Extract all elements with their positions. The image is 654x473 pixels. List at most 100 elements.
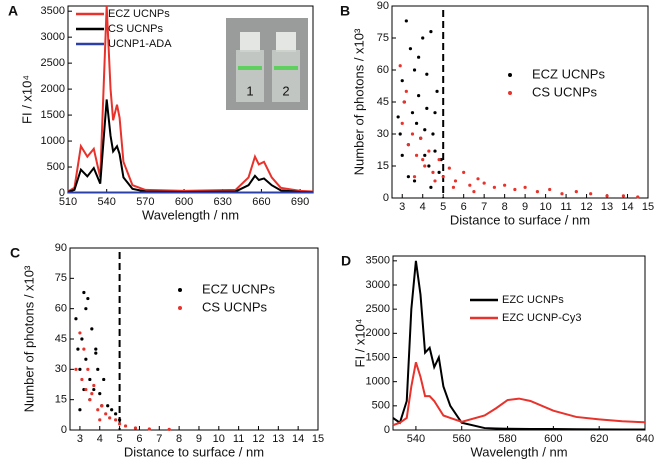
point xyxy=(476,177,480,181)
panel-label: B xyxy=(340,3,350,19)
point xyxy=(90,392,94,396)
point xyxy=(589,192,593,196)
point xyxy=(462,170,466,174)
point xyxy=(408,47,413,51)
point xyxy=(94,351,98,355)
point xyxy=(404,89,408,93)
point xyxy=(417,94,421,98)
y-tick-label: 3500 xyxy=(366,255,390,267)
point xyxy=(400,79,404,83)
plot-frame xyxy=(392,255,646,431)
point xyxy=(78,408,82,412)
x-tick-label: 540 xyxy=(98,196,116,208)
point xyxy=(167,427,171,431)
plot-frame xyxy=(391,5,649,199)
point xyxy=(88,398,92,402)
point xyxy=(110,408,114,412)
y-tick-label: 2000 xyxy=(366,327,390,339)
x-tick-label: 9 xyxy=(196,433,202,445)
legend-swatch xyxy=(508,73,512,77)
point xyxy=(560,192,564,196)
point xyxy=(621,194,626,198)
y-axis-label: Number of photons / x10³ xyxy=(351,28,366,175)
point xyxy=(429,185,433,189)
point xyxy=(84,307,88,311)
point xyxy=(410,132,415,136)
point xyxy=(423,164,427,168)
panel-label: A xyxy=(8,3,18,19)
y-axis-label: FI / x10⁴ xyxy=(352,319,367,368)
legend-label: EZC UCNPs xyxy=(502,294,564,306)
point xyxy=(406,143,410,147)
point xyxy=(74,367,78,371)
legend-label: ECZ UCNPs xyxy=(202,281,275,296)
point xyxy=(437,170,441,174)
x-tick-label: 630 xyxy=(214,196,232,208)
x-tick-label: 5 xyxy=(117,433,123,445)
point xyxy=(423,153,427,157)
point xyxy=(427,164,431,168)
point xyxy=(574,190,578,194)
y-tick-label: 500 xyxy=(372,400,390,412)
point xyxy=(548,187,552,192)
point xyxy=(410,111,415,115)
point xyxy=(86,367,90,371)
point xyxy=(400,153,404,157)
y-tick-label: 0 xyxy=(384,424,390,436)
y-tick-label: 60 xyxy=(55,303,67,315)
legend-swatch xyxy=(178,306,182,310)
point xyxy=(513,187,517,192)
x-tick-label: 9 xyxy=(522,201,528,213)
point xyxy=(451,185,456,189)
x-tick-label: 600 xyxy=(175,196,193,208)
x-tick-label: 7 xyxy=(156,433,162,445)
point xyxy=(102,377,106,382)
point xyxy=(82,290,86,295)
x-tick-label: 13 xyxy=(601,201,613,213)
panel-label: C xyxy=(10,245,20,261)
y-tick-label: 1500 xyxy=(366,351,390,363)
point xyxy=(147,427,151,431)
point xyxy=(402,100,406,104)
x-tick-label: 15 xyxy=(642,201,654,213)
point xyxy=(425,72,429,76)
x-tick-label: 4 xyxy=(97,433,103,445)
point xyxy=(468,183,472,187)
y-tick-label: 60 xyxy=(377,64,389,76)
point xyxy=(88,377,92,382)
x-tick-label: 570 xyxy=(136,196,154,208)
legend-label: CS UCNPs xyxy=(532,84,598,99)
inset-photo xyxy=(226,18,308,110)
point xyxy=(114,418,118,422)
legend-label: EZC UCNP-Cy3 xyxy=(502,312,581,324)
x-tick-label: 600 xyxy=(544,433,562,445)
x-tick-label: 15 xyxy=(312,433,324,445)
legend-label: CS UCNPs xyxy=(108,23,164,35)
y-axis-label: FI / x10⁴ xyxy=(19,75,34,124)
point xyxy=(431,132,435,136)
legend-label: CS UCNPs xyxy=(202,299,268,314)
x-tick-label: 580 xyxy=(498,433,516,445)
point xyxy=(421,36,425,40)
point xyxy=(80,337,84,341)
point xyxy=(472,190,476,194)
point xyxy=(421,158,425,162)
y-tick-label: 90 xyxy=(377,0,389,12)
vial-label: 2 xyxy=(282,83,289,98)
y-tick-label: 45 xyxy=(55,333,67,345)
point xyxy=(123,424,128,428)
point xyxy=(435,89,439,93)
y-tick-label: 90 xyxy=(55,242,67,254)
x-tick-label: 10 xyxy=(539,201,551,213)
x-tick-label: 690 xyxy=(291,196,309,208)
x-tick-label: 14 xyxy=(621,201,633,213)
y-tick-label: 1000 xyxy=(366,376,390,388)
point xyxy=(76,347,80,351)
point xyxy=(118,418,122,422)
x-tick-label: 4 xyxy=(420,201,426,213)
point xyxy=(80,377,84,382)
plot-frame xyxy=(69,247,319,431)
point xyxy=(396,115,400,119)
y-tick-label: 15 xyxy=(55,394,67,406)
point xyxy=(503,183,507,187)
